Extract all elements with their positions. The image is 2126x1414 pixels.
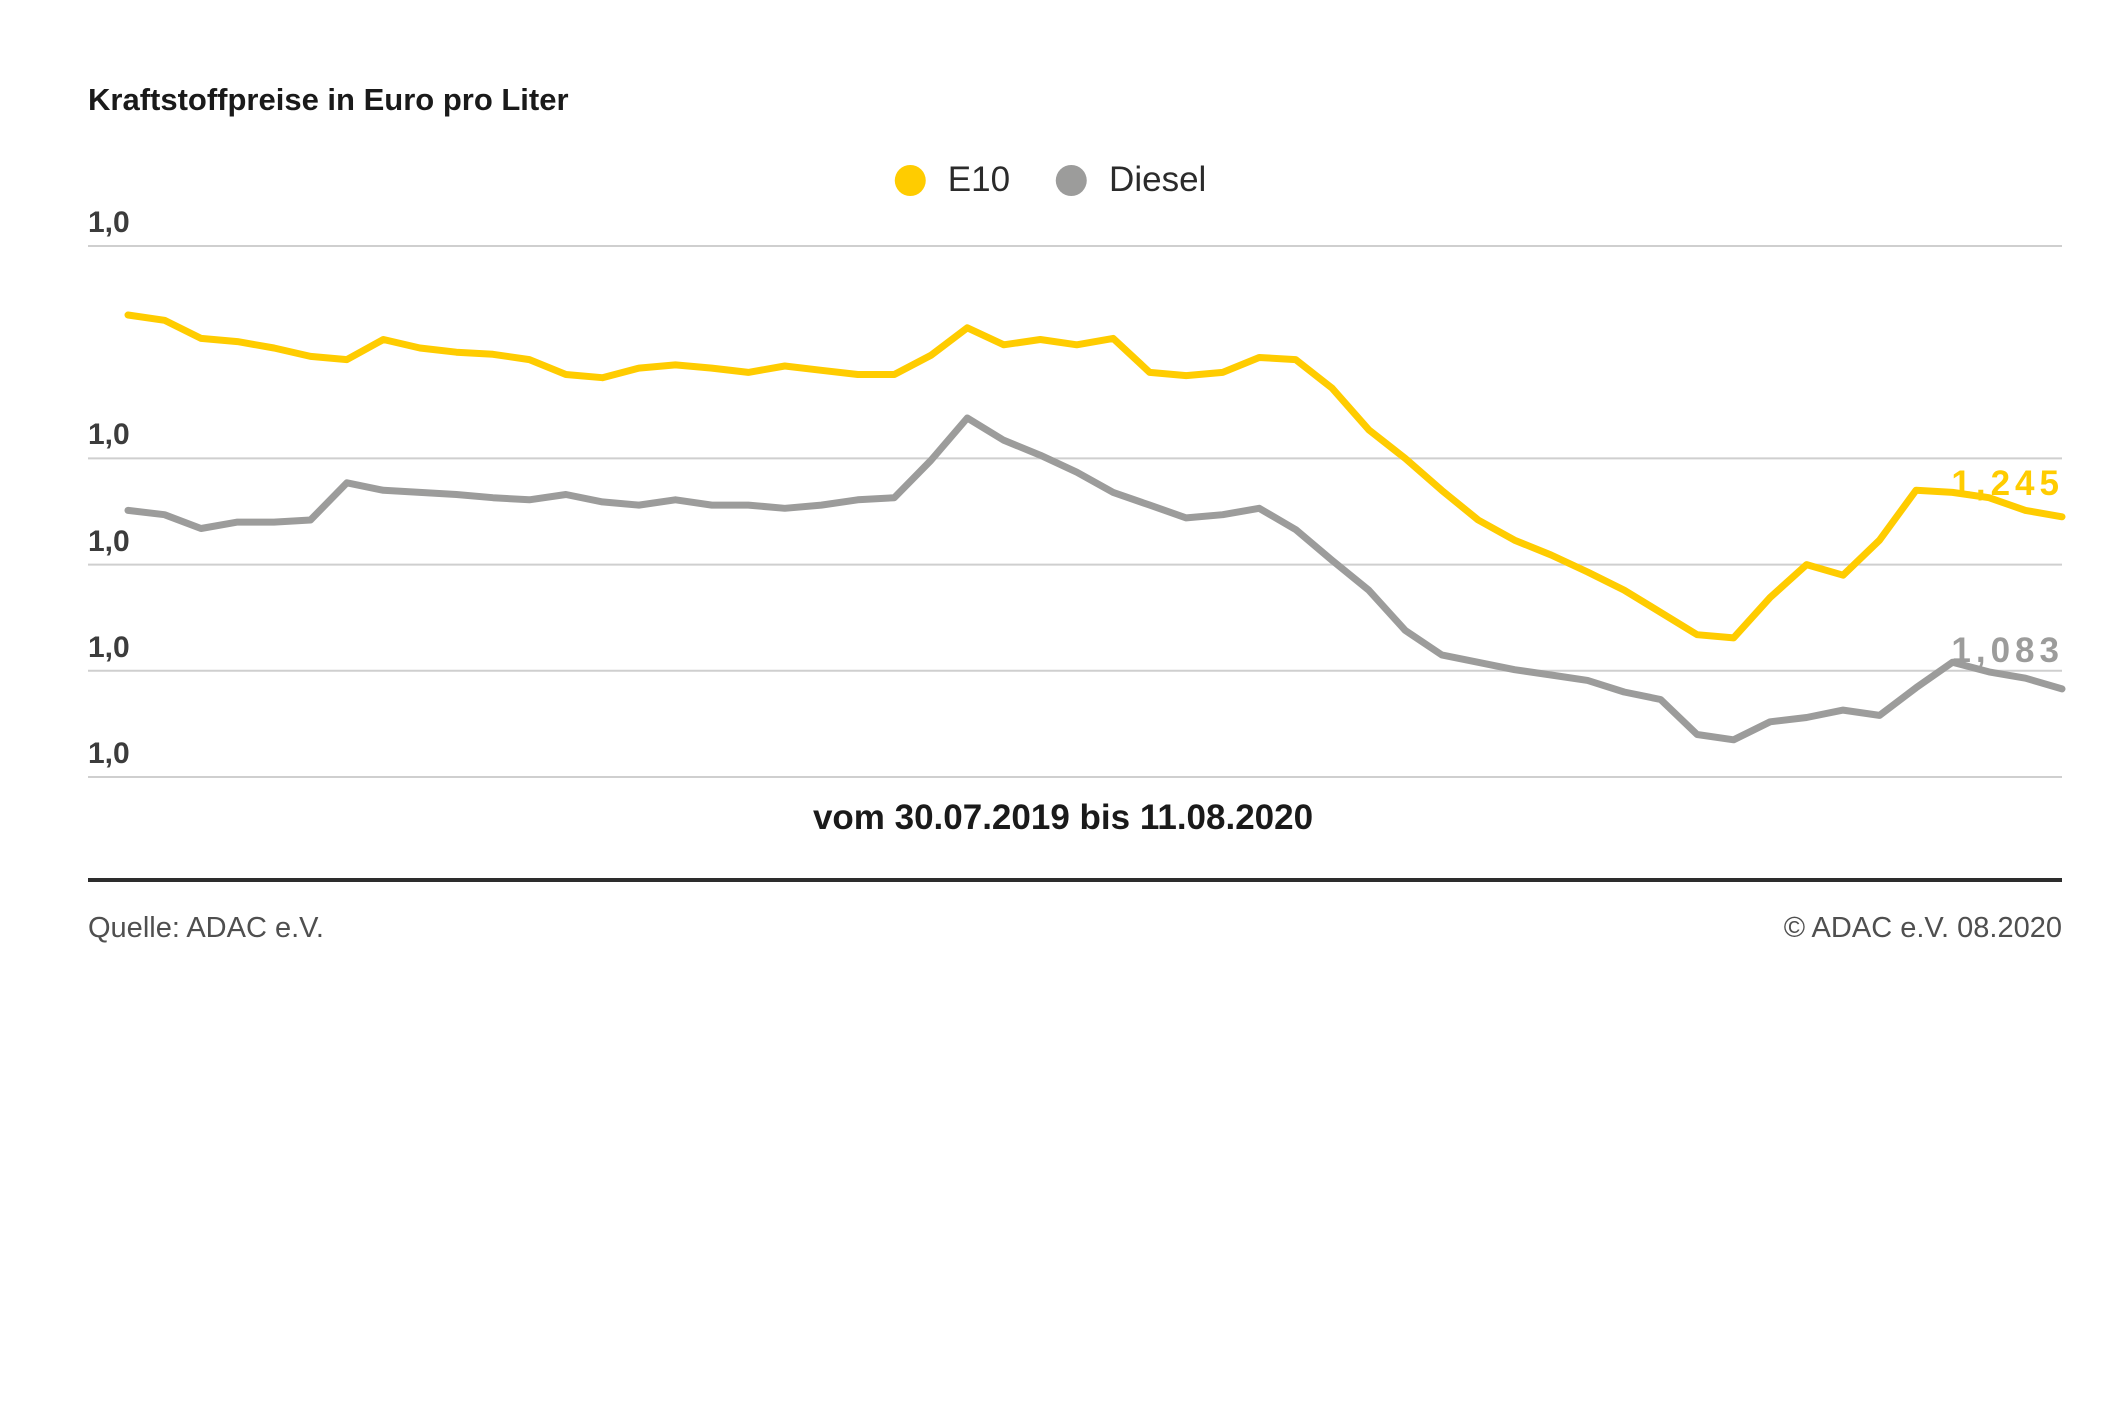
y-axis-tick-label: 1,0 xyxy=(88,631,130,664)
y-axis-tick-label: 1,0 xyxy=(88,206,130,239)
end-value-label-diesel: 1,083 xyxy=(1951,631,2064,670)
page-title: Kraftstoffpreise in Euro pro Liter xyxy=(88,82,569,117)
y-axis-tick-label: 1,0 xyxy=(88,525,130,558)
legend-dot-diesel-icon xyxy=(1056,164,1088,196)
legend: E10 Diesel xyxy=(894,160,1206,200)
legend-label-e10: E10 xyxy=(947,160,1011,199)
legend-item-diesel: Diesel xyxy=(1056,160,1206,200)
diesel-line xyxy=(124,414,2066,744)
legend-dot-e10-icon xyxy=(894,164,926,196)
copyright-text: © ADAC e.V. 08.2020 xyxy=(1783,912,2062,944)
source-text: Quelle: ADAC e.V. xyxy=(88,912,324,944)
end-value-label-e10: 1,245 xyxy=(1951,464,2064,503)
y-axis-tick-label: 1,0 xyxy=(88,737,130,770)
x-axis-range-label: vom 30.07.2019 bis 11.08.2020 xyxy=(812,798,1314,837)
legend-label-diesel: Diesel xyxy=(1109,160,1207,199)
legend-item-e10: E10 xyxy=(894,160,1011,200)
y-axis-tick-label: 1,0 xyxy=(88,418,130,451)
e10-line xyxy=(124,311,2066,642)
footer-divider xyxy=(88,878,2062,882)
